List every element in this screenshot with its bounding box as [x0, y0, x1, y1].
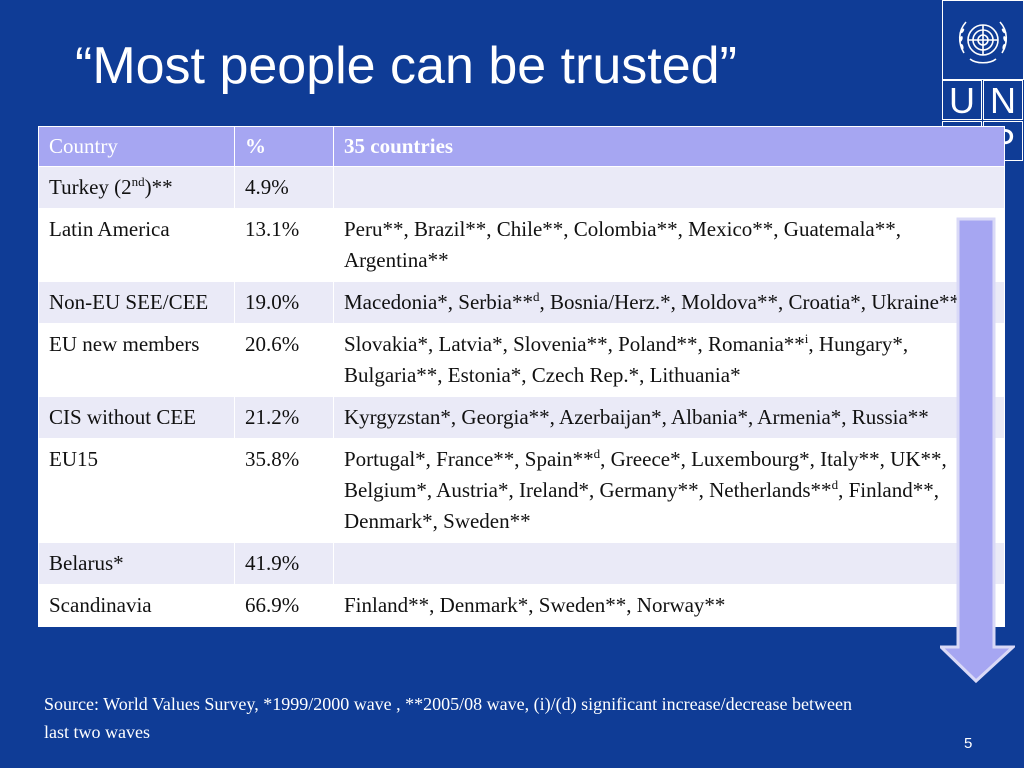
countries-text: , Bosnia/Herz.*, Moldova**, Croatia*, Uk… [539, 290, 960, 314]
cell-countries: Slovakia*, Latvia*, Slovenia**, Poland**… [333, 323, 1005, 397]
cell-group: Latin America [38, 208, 235, 282]
table-row: Turkey (2nd)** 4.9% [38, 166, 1005, 209]
trust-table: Country % 35 countries Turkey (2nd)** 4.9… [38, 126, 1005, 627]
cell-group: CIS without CEE [38, 396, 235, 439]
cell-countries [333, 166, 1005, 209]
cell-percent: 66.9% [234, 584, 334, 627]
page-number: 5 [964, 735, 973, 752]
countries-text: Finland**, Denmark*, Sweden**, Norway** [344, 593, 726, 617]
table-row: Belarus* 41.9% [38, 542, 1005, 585]
cell-percent: 19.0% [234, 281, 334, 324]
cell-percent: 4.9% [234, 166, 334, 209]
table-row: EU15 35.8% Portugal*, France**, Spain**d, … [38, 438, 1005, 543]
countries-text: Peru**, Brazil**, Chile**, Colombia**, M… [344, 217, 901, 272]
cell-percent: 20.6% [234, 323, 334, 397]
slide-title: “Most people can be trusted” [75, 37, 737, 95]
cell-group: Turkey (2nd)** [38, 166, 235, 209]
group-suffix: )** [144, 175, 173, 199]
header-country: Country [38, 126, 235, 167]
table-row: Non-EU SEE/CEE 19.0% Macedonia*, Serbia**d… [38, 281, 1005, 324]
countries-text: , Hungary*, Bulgaria**, Estonia*, Czech … [344, 332, 909, 387]
table-row: CIS without CEE 21.2% Kyrgyzstan*, Georgia… [38, 396, 1005, 439]
cell-group: EU15 [38, 438, 235, 543]
group-label: EU15 [49, 447, 98, 471]
table-header-row: Country % 35 countries [38, 126, 1005, 167]
countries-text: Slovakia*, Latvia*, Slovenia**, Poland**… [344, 332, 805, 356]
emblem-box [942, 0, 1024, 80]
cell-countries: Peru**, Brazil**, Chile**, Colombia**, M… [333, 208, 1005, 282]
countries-text: Macedonia*, Serbia** [344, 290, 533, 314]
group-label: CIS without CEE [49, 405, 197, 429]
cell-group: Belarus* [38, 542, 235, 585]
group-label: Scandinavia [49, 593, 152, 617]
cell-countries [333, 542, 1005, 585]
cell-percent: 41.9% [234, 542, 334, 585]
countries-superscript: i [804, 331, 809, 346]
group-label: EU new members [49, 332, 200, 356]
group-label: Non-EU SEE/CEE [49, 290, 209, 314]
logo-letter-u: U [942, 80, 982, 121]
un-emblem-icon [958, 21, 1008, 64]
group-label: Latin America [49, 217, 170, 241]
countries-text: , Greece*, Luxembourg*, Italy**, UK**, B… [344, 447, 947, 502]
group-label: Belarus* [49, 551, 124, 575]
countries-text: Kyrgyzstan*, Georgia**, Azerbaijan*, Alb… [344, 405, 929, 429]
table-row: Scandinavia 66.9% Finland**, Denmark*, Swe… [38, 584, 1005, 627]
cell-group: EU new members [38, 323, 235, 397]
source-note: Source: World Values Survey, *1999/2000 … [44, 694, 852, 742]
cell-group: Non-EU SEE/CEE [38, 281, 235, 324]
group-superscript: nd [131, 174, 145, 189]
header-countries: 35 countries [333, 126, 1005, 167]
countries-superscript: d [593, 446, 601, 461]
cell-percent: 21.2% [234, 396, 334, 439]
countries-superscript: d [831, 477, 839, 492]
cell-countries: Finland**, Denmark*, Sweden**, Norway** [333, 584, 1005, 627]
cell-percent: 35.8% [234, 438, 334, 543]
table-row: Latin America 13.1% Peru**, Brazil**, Chil… [38, 208, 1005, 282]
table-body: Turkey (2nd)** 4.9% Latin America 13.1% Peru… [38, 166, 1005, 627]
logo-letter-n: N [983, 80, 1023, 121]
cell-countries: Macedonia*, Serbia**d, Bosnia/Herz.*, Mo… [333, 281, 1005, 324]
cell-countries: Kyrgyzstan*, Georgia**, Azerbaijan*, Alb… [333, 396, 1005, 439]
countries-text: , Finland**, Denmark*, Sweden** [344, 478, 939, 533]
cell-countries: Portugal*, France**, Spain**d, Greece*, … [333, 438, 1005, 543]
table-row: EU new members 20.6% Slovakia*, Latvia*, S… [38, 323, 1005, 397]
cell-percent: 13.1% [234, 208, 334, 282]
cell-group: Scandinavia [38, 584, 235, 627]
header-percent: % [234, 126, 334, 167]
down-arrow-icon [940, 217, 1015, 684]
countries-text: Portugal*, France**, Spain** [344, 447, 594, 471]
group-label: Turkey (2 [49, 175, 132, 199]
countries-superscript: d [532, 289, 540, 304]
